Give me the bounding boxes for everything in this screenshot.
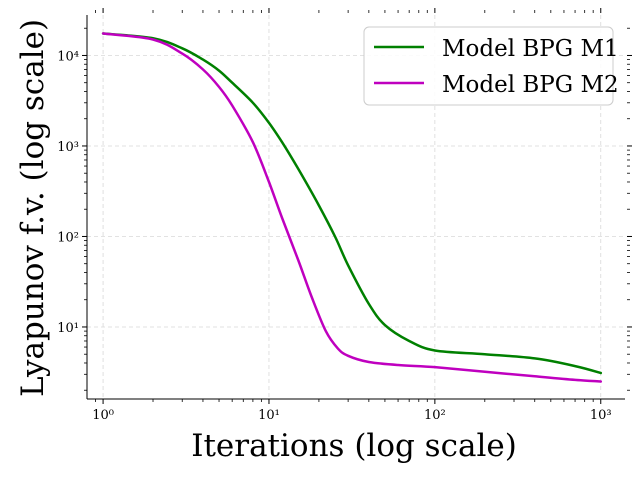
axes	[86, 15, 625, 400]
y-axis-title: Lyapunov f.v. (log scale)	[15, 19, 51, 397]
legend-frame	[363, 26, 614, 106]
legend-label-m1: Model BPG M1	[442, 36, 619, 62]
x-tick-label: 10³	[590, 408, 612, 423]
x-axis-title: Iterations (log scale)	[191, 428, 517, 464]
major-ticks	[82, 8, 632, 404]
x-tick-label: 10²	[424, 408, 446, 423]
y-tick-label: 10¹	[57, 321, 79, 336]
legend-label-m2: Model BPG M2	[442, 72, 619, 98]
y-tick-label: 10³	[57, 140, 79, 155]
x-tick-label: 10⁰	[92, 408, 114, 423]
series-lines	[101, 32, 603, 383]
series-line-m2	[101, 32, 603, 383]
series-line-m1	[101, 32, 603, 375]
x-tick-label: 10¹	[258, 408, 280, 423]
legend: Model BPG M1 Model BPG M2	[363, 26, 619, 106]
y-tick-label: 10⁴	[57, 49, 79, 64]
tick-labels: 10⁰ 10¹ 10² 10³ 10¹ 10² 10³ 10⁴	[57, 49, 611, 423]
y-tick-label: 10²	[57, 230, 79, 245]
